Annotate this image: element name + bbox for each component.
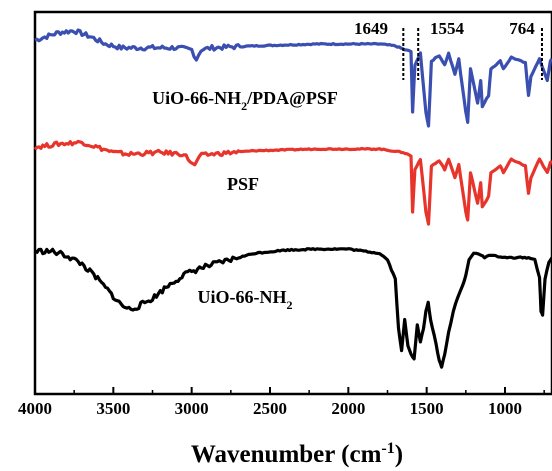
series-label-1: PSF xyxy=(227,174,259,194)
x-tick-label-1000: 1000 xyxy=(488,399,522,418)
x-tick-label-3000: 3000 xyxy=(175,399,209,418)
x-tick-label-1500: 1500 xyxy=(410,399,444,418)
x-axis-ticks xyxy=(34,387,545,394)
x-tick-label-3500: 3500 xyxy=(96,399,130,418)
annotation-label-764: 764 xyxy=(509,19,535,38)
annotation-label-1649: 1649 xyxy=(354,19,388,38)
x-tick-label-4000: 4000 xyxy=(18,399,52,418)
series-line-2 xyxy=(34,247,552,369)
series-label-0: UiO-66-NH2/PDA@PSF xyxy=(152,88,338,113)
x-axis-title: Wavenumber (cm-1) xyxy=(191,440,403,468)
annotation-label-1554: 1554 xyxy=(430,19,465,38)
x-tick-label-2000: 2000 xyxy=(331,399,365,418)
series-labels: UiO-66-NH2/PDA@PSF PSF UiO-66-NH2 xyxy=(152,88,338,312)
x-axis-tick-labels: 4000 3500 3000 2500 2000 1500 1000 xyxy=(18,399,522,418)
annotation-lines xyxy=(402,28,543,80)
series-line-0 xyxy=(34,28,552,128)
series-lines xyxy=(33,28,552,369)
series-label-2: UiO-66-NH2 xyxy=(198,287,293,312)
plot-frame xyxy=(33,10,552,396)
x-tick-label-2500: 2500 xyxy=(253,399,287,418)
annotation-labels: 1649 1554 764 xyxy=(354,19,535,38)
series-line-1 xyxy=(33,139,552,226)
